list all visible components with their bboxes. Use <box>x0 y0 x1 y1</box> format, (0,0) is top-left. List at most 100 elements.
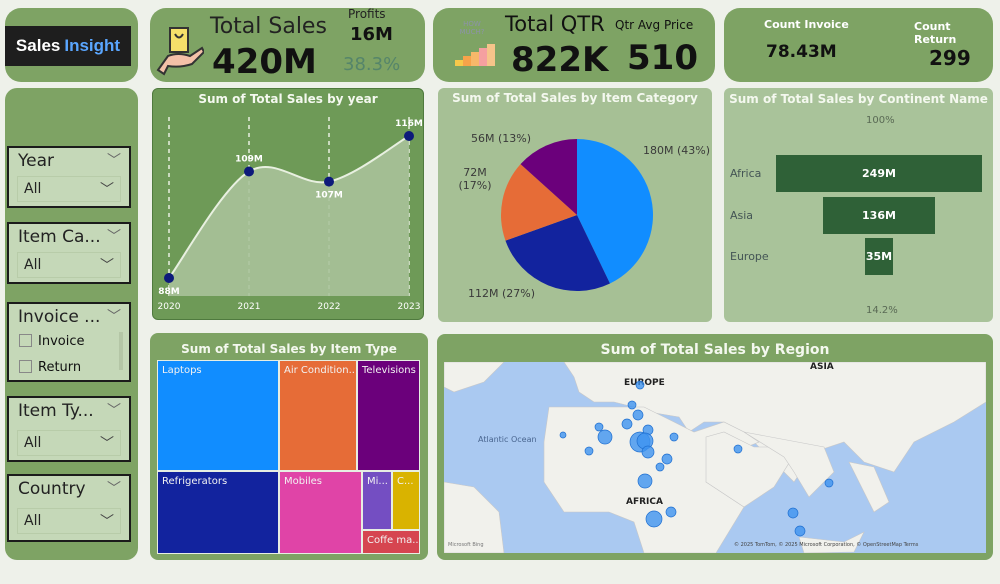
chart-title: Sum of Total Sales by Continent Name <box>729 92 988 106</box>
pie-label: 56M (13%) <box>471 132 532 145</box>
sales-by-category-chart: Sum of Total Sales by Item Category 180M… <box>438 88 712 322</box>
total-sales-label: Total Sales <box>210 14 327 39</box>
map-label-ocean: Atlantic Ocean <box>478 435 537 444</box>
chevron-down-icon[interactable]: ﹀ <box>107 481 121 497</box>
x-tick-label: 2022 <box>318 302 341 312</box>
profit-percent: 38.3% <box>343 54 401 75</box>
funnel-category-label: Europe <box>730 250 769 263</box>
profits-label: Profits <box>348 7 386 21</box>
year-dropdown[interactable]: All ﹀ <box>17 176 121 202</box>
chevron-down-icon[interactable]: ﹀ <box>107 153 121 169</box>
slicer-item-type[interactable]: Item Ty... ﹀ All ﹀ <box>7 396 131 462</box>
map-bubble[interactable] <box>661 453 673 465</box>
checkbox-invoice[interactable]: Invoice <box>19 334 84 349</box>
map-bubble[interactable] <box>794 525 806 537</box>
treemap-air-conditioners[interactable]: Air Condition... <box>279 360 357 471</box>
chart-title: Sum of Total Sales by Item Type <box>181 342 397 356</box>
map-bubble[interactable] <box>641 445 655 459</box>
map-bubble[interactable] <box>637 473 653 489</box>
map-bubble[interactable] <box>632 409 644 421</box>
map-label-europe: EUROPE <box>624 378 665 388</box>
map-bubble[interactable] <box>621 418 633 430</box>
bar-blocks-icon <box>455 44 495 66</box>
funnel-bar[interactable]: 249M <box>776 155 982 192</box>
series-line <box>168 135 410 279</box>
funnel-bar[interactable]: 136M <box>822 197 936 234</box>
funnel-top-label: 100% <box>866 115 895 126</box>
slicer-item-category[interactable]: Item Ca... ﹀ All ﹀ <box>7 222 131 284</box>
treemap-mobiles[interactable]: Mobiles <box>279 471 362 554</box>
qtr-avg-value: 510 <box>627 38 698 78</box>
map-bubble[interactable] <box>597 429 613 445</box>
chevron-down-icon: ﹀ <box>100 436 114 452</box>
scrollbar[interactable] <box>119 332 123 370</box>
data-label: 116M <box>395 119 423 129</box>
pie-slice[interactable] <box>520 139 577 215</box>
chevron-down-icon: ﹀ <box>100 182 114 198</box>
map-label-africa: AFRICA <box>626 497 663 507</box>
x-tick-label: 2020 <box>158 302 181 312</box>
map-bubble[interactable] <box>584 446 594 456</box>
map-bubble[interactable] <box>655 462 665 472</box>
chevron-down-icon[interactable]: ﹀ <box>107 229 121 245</box>
slicer-country[interactable]: Country ﹀ All ﹀ <box>7 474 131 542</box>
pie-label: 112M (27%) <box>468 287 536 300</box>
x-tick-label: 2021 <box>238 302 261 312</box>
map-bubble[interactable] <box>824 478 834 488</box>
count-invoice-value: 78.43M <box>766 42 837 62</box>
x-tick-label: 2023 <box>398 302 421 312</box>
data-label: 107M <box>315 191 343 201</box>
item-category-dropdown[interactable]: All ﹀ <box>17 252 121 278</box>
chart-title: Sum of Total Sales by Region <box>600 342 830 358</box>
data-point[interactable] <box>404 130 414 141</box>
map-bubble[interactable] <box>787 507 799 519</box>
treemap-televisions[interactable]: Televisions <box>357 360 420 471</box>
treemap-microwaves[interactable]: Mi... <box>362 471 392 530</box>
treemap-c[interactable]: C... <box>392 471 420 530</box>
area-chart-svg: 88M 2020 109M 2021 107M 2022 116M 2023 <box>158 117 423 312</box>
pie-label: 72M (17%) <box>458 166 492 192</box>
map-bubble[interactable] <box>635 380 645 390</box>
treemap-laptops[interactable]: Laptops <box>157 360 279 471</box>
area-fill <box>169 135 409 296</box>
map-attribution[interactable]: © 2025 TomTom, © 2025 Microsoft Corporat… <box>734 541 919 548</box>
checkbox-return[interactable]: Return <box>19 360 81 375</box>
map-bubble[interactable] <box>627 400 637 410</box>
item-type-dropdown[interactable]: All ﹀ <box>17 430 121 456</box>
total-qtr-card: HOW MUCH? Total QTR 822K Qtr Avg Price 5… <box>433 8 715 82</box>
map-bubble[interactable] <box>594 422 604 432</box>
chevron-down-icon[interactable]: ﹀ <box>107 309 121 325</box>
treemap-coffee-makers[interactable]: Coffe ma... <box>362 530 420 554</box>
data-point[interactable] <box>244 166 254 177</box>
pie-label: 180M (43%) <box>643 144 711 157</box>
total-sales-card: Total Sales 420M Profits 16M 38.3% <box>150 7 425 82</box>
pie-slice[interactable] <box>577 139 653 284</box>
logo: Sales Insight <box>5 26 131 66</box>
pie-slice[interactable] <box>505 215 610 291</box>
chevron-down-icon: ﹀ <box>100 258 114 274</box>
count-invoice-label: Count Invoice <box>764 18 849 31</box>
map-bubble[interactable] <box>645 510 663 528</box>
total-sales-value: 420M <box>212 42 317 82</box>
chevron-down-icon[interactable]: ﹀ <box>107 403 121 419</box>
shopping-bag-hand-icon <box>156 27 204 76</box>
treemap-refrigerators[interactable]: Refrigerators <box>157 471 279 554</box>
count-return-label: Count Return <box>914 20 957 46</box>
data-point[interactable] <box>324 176 334 187</box>
data-point[interactable] <box>164 272 174 283</box>
map-bubble[interactable] <box>669 432 679 442</box>
region-map[interactable]: EUROPE ASIA AFRICA Atlantic Ocean Micros… <box>444 362 986 553</box>
slicer-year[interactable]: Year ﹀ All ﹀ <box>7 146 131 208</box>
bing-logo: Microsoft Bing <box>448 542 484 548</box>
how-much-icon-text: HOW MUCH? <box>459 20 485 36</box>
map-bubble[interactable] <box>733 444 743 454</box>
pie-slice[interactable] <box>501 164 577 241</box>
data-label: 88M <box>158 287 180 297</box>
chevron-down-icon: ﹀ <box>100 514 114 530</box>
funnel-bar[interactable]: 35M <box>864 238 894 275</box>
funnel-bottom-label: 14.2% <box>866 305 898 316</box>
map-bubble[interactable] <box>559 431 567 439</box>
country-dropdown[interactable]: All ﹀ <box>17 508 121 534</box>
slicer-invoice-type[interactable]: Invoice ... ﹀ Invoice Return <box>7 302 131 382</box>
map-bubble[interactable] <box>665 506 677 518</box>
